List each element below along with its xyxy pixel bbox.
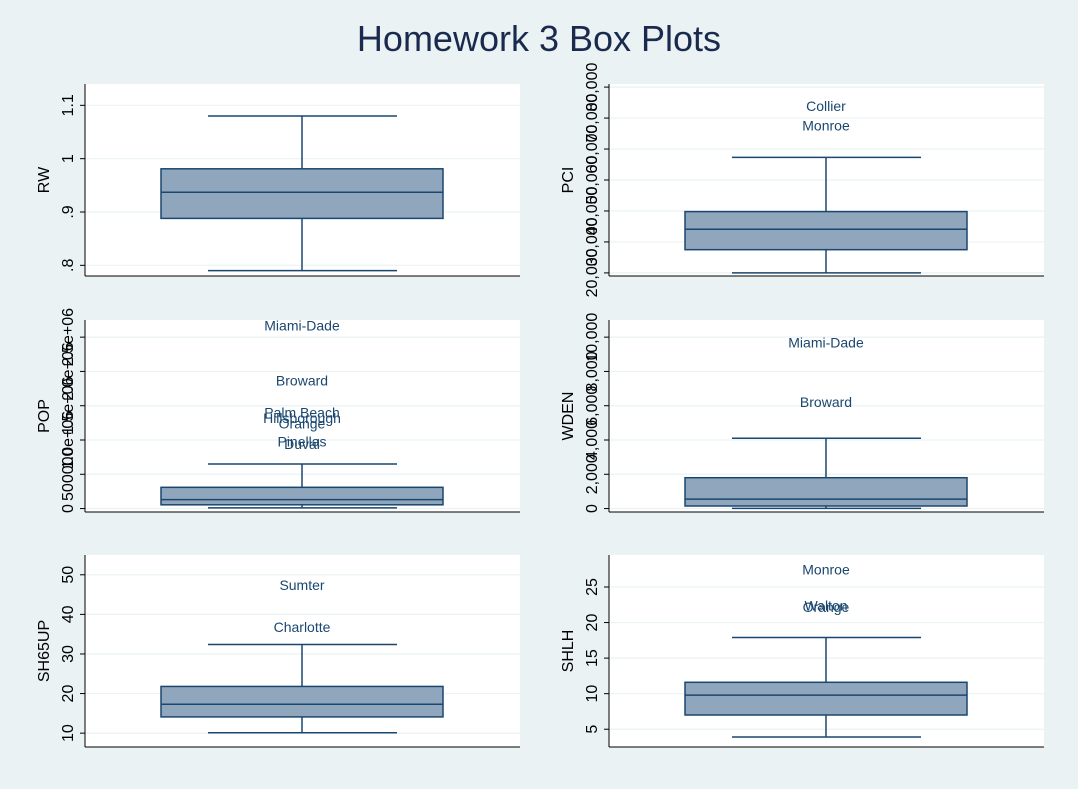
- panel-rw: .8 .9 1 1.1 RW: [30, 80, 550, 318]
- y-tick-label: 500000: [60, 447, 77, 500]
- y-tick-label: 2,000: [584, 454, 601, 494]
- y-tick-label: 30,000: [584, 217, 601, 266]
- y-tick-label: 1.5e+06: [60, 376, 77, 434]
- y-tick-label: 1.1: [60, 94, 77, 116]
- y-tick-label: 1.0e+06: [60, 411, 77, 469]
- y-tick-label: 8,000: [584, 351, 601, 391]
- outlier-label: Orange: [279, 416, 326, 432]
- outlier-label: Broward: [276, 372, 328, 388]
- panel-pop: 0 500000 1.0e+06 1.5e+06 2.0e+06 2.5e+06 POP Mi…: [30, 308, 550, 554]
- panel-wden: 0 2,000 4,000 6,000 8,000 10,000 WDEN Miami-Dad…: [554, 313, 1074, 554]
- iqr-box: [684, 210, 968, 251]
- outlier-label: Monroe: [802, 117, 850, 133]
- outlier-label: Palm Beach: [264, 405, 339, 421]
- outlier-label: Duval: [284, 436, 320, 452]
- y-axis-label: WDEN: [560, 392, 577, 441]
- y-tick-label: 6,000: [584, 386, 601, 426]
- outlier-label: Hillsborough: [263, 410, 341, 426]
- y-tick-label: 30: [60, 645, 77, 663]
- chart-sh65up: 10 20 30 40 50 SH65UP Sumter Charlotte: [36, 555, 520, 748]
- y-tick-label: 10,000: [584, 313, 601, 362]
- y-tick-label: 15: [584, 649, 601, 667]
- iqr-box: [160, 685, 444, 718]
- iqr-box: [160, 168, 444, 220]
- y-tick-label: 20: [60, 685, 77, 703]
- y-tick-label: 0: [60, 504, 77, 513]
- outlier-label: Orange: [803, 599, 850, 615]
- y-tick-label: 4,000: [584, 420, 601, 460]
- iqr-box: [160, 486, 444, 506]
- outlier-label: Charlotte: [274, 619, 331, 635]
- y-tick-label: 40,000: [584, 186, 601, 235]
- outlier-label: Broward: [800, 394, 852, 410]
- outlier-label: Sumter: [279, 577, 324, 593]
- outlier-label: Monroe: [802, 561, 850, 577]
- outlier-label: Walton: [804, 598, 847, 614]
- y-tick-label: 50,000: [584, 155, 601, 204]
- y-tick-label: 70,000: [584, 93, 601, 142]
- figure-title: Homework 3 Box Plots: [356, 18, 722, 59]
- y-axis-label: SH65UP: [36, 620, 53, 682]
- y-tick-label: 80,000: [584, 63, 601, 112]
- y-tick-label: 20,000: [584, 248, 601, 297]
- y-tick-label: .8: [60, 259, 77, 272]
- y-tick-label: 40: [60, 605, 77, 623]
- y-tick-label: 10: [60, 724, 77, 742]
- y-tick-label: 60,000: [584, 124, 601, 173]
- iqr-box: [684, 476, 968, 507]
- outlier-label: Pinellas: [277, 433, 326, 449]
- outlier-label: Collier: [806, 98, 846, 114]
- y-tick-label: 0: [584, 504, 601, 513]
- y-tick-label: 10: [584, 685, 601, 703]
- y-tick-label: 1: [60, 154, 77, 163]
- panel-sh65up: 10 20 30 40 50 SH65UP Sumter Charlotte: [30, 551, 550, 789]
- outlier-label: Miami-Dade: [264, 318, 340, 334]
- panel-pci: 20,000 30,000 40,000 50,000 60,000 70,000 80,0…: [554, 63, 1074, 318]
- y-axis-label: RW: [36, 166, 53, 193]
- y-tick-label: 2.5e+06: [60, 308, 77, 366]
- iqr-box: [684, 681, 968, 716]
- chart-pci: 20,00030,00040,00050,00060,00070,00080,0…: [560, 63, 1044, 297]
- y-axis-label: POP: [36, 399, 53, 433]
- outlier-label: Miami-Dade: [788, 335, 864, 351]
- y-tick-label: 5: [584, 725, 601, 734]
- y-axis-label: PCI: [560, 167, 577, 194]
- y-tick-label: 2.0e+06: [60, 342, 77, 400]
- y-tick-label: 50: [60, 566, 77, 584]
- chart-rw: .8 .9 1 1.1 RW: [36, 84, 520, 277]
- panel-shlh: 5 10 15 20 25 SHLH Monroe Walton Orange: [554, 551, 1074, 789]
- y-tick-label: 25: [584, 578, 601, 596]
- y-axis-label: SHLH: [560, 630, 577, 673]
- y-tick-label: .9: [60, 205, 77, 218]
- y-tick-label: 20: [584, 614, 601, 632]
